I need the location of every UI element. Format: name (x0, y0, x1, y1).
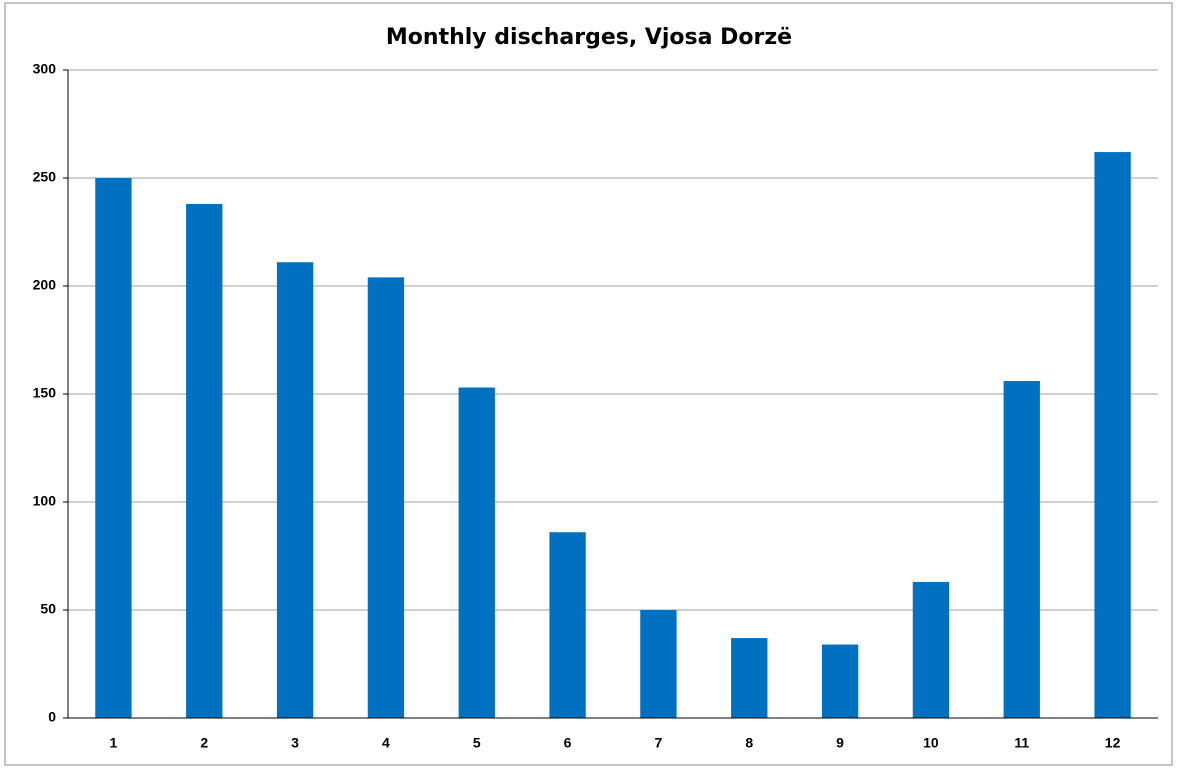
x-tick-label: 2 (200, 735, 208, 751)
bar (549, 532, 586, 718)
y-tick-label: 250 (33, 169, 57, 185)
chart-border (4, 2, 1173, 766)
x-tick-label: 11 (1014, 735, 1029, 751)
bar (186, 203, 223, 719)
x-tick-label: 8 (745, 735, 753, 751)
chart-title: Monthly discharges, Vjosa Dorzë (386, 25, 792, 50)
bar (95, 178, 132, 718)
x-tick-label: 10 (923, 735, 939, 751)
bar (1003, 381, 1040, 718)
bar (640, 610, 677, 718)
y-tick-label: 200 (33, 277, 57, 293)
x-tick-label: 9 (836, 735, 844, 751)
bar (821, 644, 859, 718)
bar (1094, 152, 1131, 718)
x-tick-label: 1 (110, 735, 118, 751)
y-tick-label: 100 (33, 493, 57, 509)
x-tick-label: 12 (1105, 735, 1121, 751)
x-tick-label: 6 (564, 735, 572, 751)
x-tick-label: 4 (382, 735, 390, 751)
bar (276, 262, 314, 718)
bar (367, 277, 405, 718)
bar (731, 638, 768, 718)
bar (912, 581, 950, 718)
bar (458, 387, 495, 718)
x-tick-label: 3 (291, 735, 299, 751)
y-tick-label: 150 (33, 385, 57, 401)
y-tick-label: 50 (40, 601, 56, 617)
x-tick-label: 5 (473, 735, 481, 751)
y-tick-label: 300 (33, 61, 57, 77)
x-tick-label: 7 (655, 735, 663, 751)
y-tick-label: 0 (48, 709, 56, 725)
